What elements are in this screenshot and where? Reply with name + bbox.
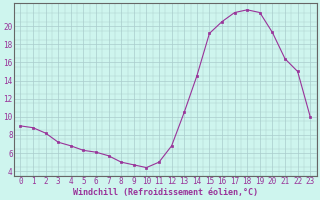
X-axis label: Windchill (Refroidissement éolien,°C): Windchill (Refroidissement éolien,°C) bbox=[73, 188, 258, 197]
